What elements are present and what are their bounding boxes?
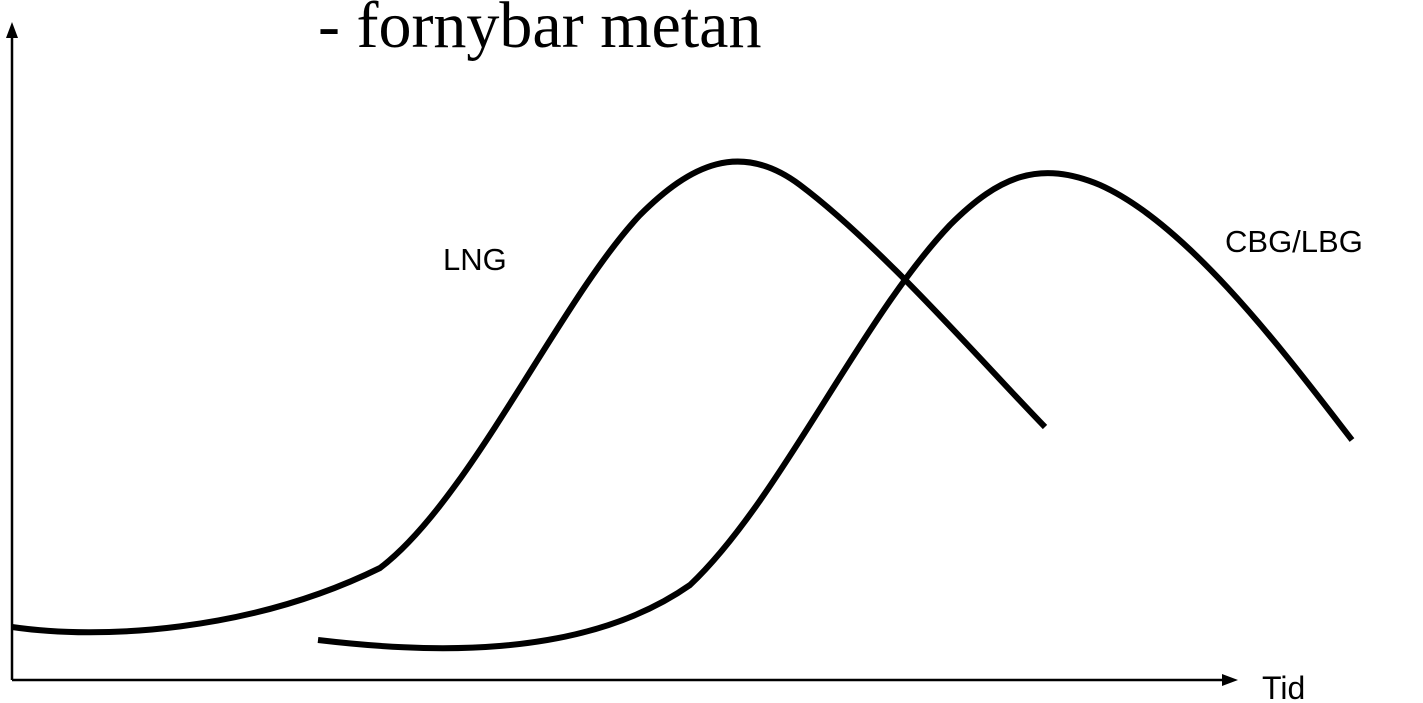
cbg-lbg-label: CBG/LBG [1225,224,1363,259]
x-axis-arrow [1222,674,1238,686]
lng-curve [11,158,1048,636]
title: - fornybar metan [318,0,761,62]
cbg-lbg-curve [317,170,1355,652]
x-axis-label: Tid [1262,670,1305,703]
y-axis-arrow [6,22,18,38]
lng-label: LNG [443,242,507,277]
